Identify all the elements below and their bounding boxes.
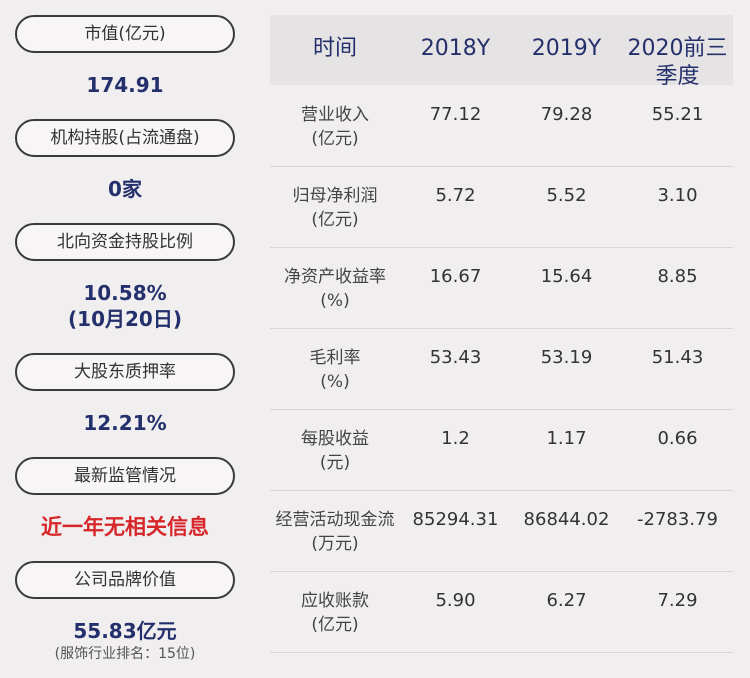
cell-2018: 5.72 — [435, 185, 476, 206]
brand-value-rank-note: (服饰行业排名：15位) — [54, 646, 196, 662]
cell-2019: 1.17 — [546, 428, 587, 449]
cell-2020: -2783.79 — [637, 509, 718, 530]
table-row: 毛利率 (%) 53.43 53.19 51.43 — [270, 328, 733, 410]
cell-2018: 53.43 — [429, 347, 482, 368]
table-row: 归母净利润 (亿元) 5.72 5.52 3.10 — [270, 166, 733, 248]
northbound-ratio-value: 10.58% — [83, 281, 167, 305]
cell-2020: 0.66 — [657, 428, 698, 449]
cell-2020: 55.21 — [651, 104, 704, 125]
table-row: 经营活动现金流 (万元) 85294.31 86844.02 -2783.79 — [270, 490, 733, 572]
header-2020-line1: 2020前三 — [627, 36, 728, 61]
cell-2019: 79.28 — [540, 104, 593, 125]
table-row: 营业收入 (亿元) 77.12 79.28 55.21 — [270, 85, 733, 167]
row-label: 经营活动现金流 (万元) — [275, 510, 395, 554]
institutional-holdings-value: 0家 — [108, 177, 142, 201]
row-label: 毛利率 (%) — [309, 348, 361, 392]
cell-2018: 5.90 — [435, 590, 476, 611]
cell-2018: 85294.31 — [412, 509, 499, 530]
cell-2019: 53.19 — [540, 347, 593, 368]
cell-2019: 86844.02 — [523, 509, 610, 530]
regulatory-status-value: 近一年无相关信息 — [41, 515, 209, 539]
brand-value-value: 55.83亿元 — [73, 619, 177, 643]
institutional-holdings-label: 机构持股(占流通盘) — [15, 119, 235, 157]
header-2018: 2018Y — [420, 36, 491, 61]
pledge-ratio-label: 大股东质押率 — [15, 353, 235, 391]
table-header: 时间 2018Y 2019Y 2020前三 季度 — [270, 15, 733, 89]
cell-2020: 51.43 — [651, 347, 704, 368]
cell-2018: 1.2 — [441, 428, 470, 449]
cell-2020: 3.10 — [657, 185, 698, 206]
cell-2019: 15.64 — [540, 266, 593, 287]
header-time: 时间 — [312, 36, 357, 61]
row-label: 归母净利润 (亿元) — [292, 186, 378, 230]
row-label: 净资产收益率 (%) — [284, 267, 386, 311]
northbound-ratio-date: (10月20日) — [68, 307, 182, 331]
header-2019: 2019Y — [531, 36, 602, 61]
market-cap-label: 市值(亿元) — [15, 15, 235, 53]
table-row: 每股收益 (元) 1.2 1.17 0.66 — [270, 409, 733, 491]
cell-2020: 7.29 — [657, 590, 698, 611]
northbound-ratio-label: 北向资金持股比例 — [15, 223, 235, 261]
row-label: 营业收入 (亿元) — [301, 105, 369, 149]
cell-2019: 5.52 — [546, 185, 587, 206]
regulatory-status-label: 最新监管情况 — [15, 457, 235, 495]
cell-2020: 8.85 — [657, 266, 698, 287]
cell-2018: 77.12 — [429, 104, 482, 125]
pledge-ratio-value: 12.21% — [83, 411, 167, 435]
row-label: 应收账款 (亿元) — [301, 591, 369, 635]
table-row: 净资产收益率 (%) 16.67 15.64 8.85 — [270, 247, 733, 329]
header-2020-line2: 季度 — [655, 64, 700, 89]
brand-value-label: 公司品牌价值 — [15, 561, 235, 599]
market-cap-value: 174.91 — [86, 73, 164, 97]
table-row: 应收账款 (亿元) 5.90 6.27 7.29 — [270, 571, 733, 653]
cell-2018: 16.67 — [429, 266, 482, 287]
cell-2019: 6.27 — [546, 590, 587, 611]
row-label: 每股收益 (元) — [301, 429, 369, 473]
